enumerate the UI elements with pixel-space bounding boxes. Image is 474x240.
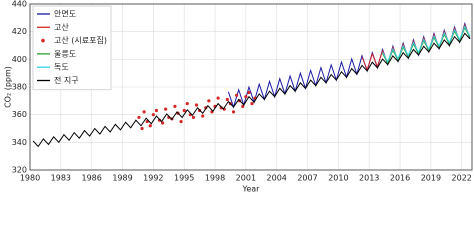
data-point	[191, 115, 196, 120]
y-tick-label: 440	[12, 0, 27, 9]
x-tick-label: 1980	[20, 174, 40, 183]
series-line	[32, 32, 471, 148]
legend-label: 고산 (시료포집)	[54, 35, 107, 45]
data-point	[250, 102, 254, 106]
data-point	[207, 99, 211, 103]
legend-label: 독도	[54, 63, 69, 72]
x-tick-label: 2013	[359, 174, 379, 183]
data-point	[151, 113, 155, 117]
y-tick-label: 340	[12, 138, 27, 147]
data-point	[179, 119, 183, 124]
data-point	[161, 121, 165, 125]
data-point	[137, 115, 141, 120]
data-point	[164, 107, 168, 111]
x-tick-label: 2004	[267, 174, 287, 183]
data-point	[225, 97, 229, 102]
data-point	[185, 102, 189, 106]
x-tick-label: 1989	[112, 174, 132, 183]
legend-label: 고산	[54, 22, 69, 32]
x-tick-label: 1992	[143, 174, 163, 183]
legend-label: 전 지구	[54, 75, 79, 85]
data-point	[154, 108, 159, 113]
legend-marker	[41, 38, 45, 43]
x-tick-label: 2019	[421, 174, 441, 183]
legend-label: 안면도	[54, 9, 76, 19]
data-point	[142, 110, 146, 114]
data-point	[231, 110, 236, 114]
data-point	[140, 126, 144, 131]
x-tick-label: 2022	[452, 174, 472, 183]
data-point	[241, 104, 245, 108]
y-tick-label: 320	[12, 166, 27, 175]
data-point	[148, 124, 152, 128]
data-point	[201, 114, 205, 118]
x-tick-label: 1998	[205, 174, 225, 183]
data-point	[235, 93, 239, 97]
data-point	[194, 103, 199, 107]
data-point	[216, 96, 220, 100]
y-tick-label: 380	[12, 83, 27, 92]
data-point	[173, 104, 177, 108]
data-point	[244, 95, 248, 99]
y-tick-label: 360	[12, 110, 27, 119]
legend-label: 울릉도	[54, 49, 76, 58]
y-axis-label: CO₂ (ppm)	[4, 66, 13, 108]
data-point	[219, 106, 223, 110]
series-line	[382, 26, 471, 65]
x-tick-label: 2016	[390, 174, 410, 183]
x-tick-label: 1995	[174, 174, 194, 183]
legend-box	[32, 5, 112, 91]
y-tick-label: 400	[12, 55, 27, 64]
data-point	[247, 90, 251, 95]
chart: Year CO₂ (ppm) 320 340 360 380 400 420 440 1980…	[4, 0, 473, 194]
plot-frame	[29, 3, 473, 171]
y-tick-label: 420	[12, 27, 27, 36]
data-point	[182, 108, 186, 113]
x-tick-label: 2010	[328, 174, 348, 183]
data-point	[157, 118, 162, 122]
x-tick-label: 1983	[51, 174, 71, 183]
x-tick-label: 2001	[236, 174, 256, 183]
series-line	[382, 25, 471, 64]
x-tick-label: 1986	[81, 174, 101, 183]
x-tick-label: 2007	[297, 174, 317, 183]
x-axis-label: Year	[242, 185, 261, 194]
